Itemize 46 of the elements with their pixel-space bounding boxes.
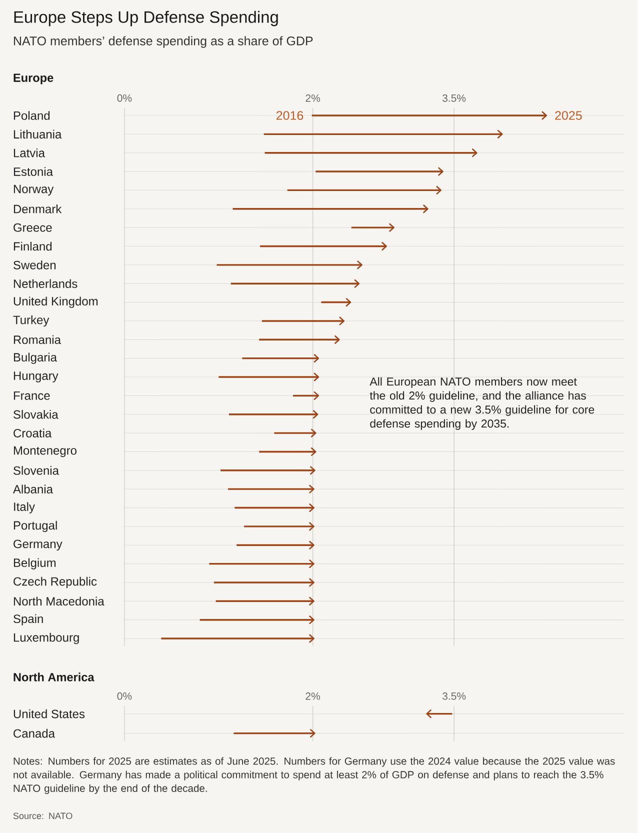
y-tick-label: United Kingdom [14, 296, 98, 308]
y-tick-label: Latvia [14, 148, 46, 158]
chart-subtitle: NATO members’ defense spending as a share of GDP [14, 36, 313, 48]
y-tick-label: Belgium [14, 558, 56, 570]
y-tick-label: Estonia [14, 167, 54, 176]
y-tick-label: Portugal [14, 520, 57, 532]
y-tick-label: Bulgaria [14, 352, 58, 364]
y-tick-label: Lithuania [14, 130, 62, 139]
y-tick-label: Albania [13, 484, 54, 494]
x-tick-label: 2% [306, 94, 320, 102]
y-tick-label: Greece [14, 223, 52, 232]
y-tick-label: Sweden [14, 260, 56, 270]
y-tick-label: Poland [14, 111, 50, 120]
y-tick-label: Montenegro [14, 446, 77, 458]
y-tick-label: Norway [14, 184, 54, 196]
y-tick-label: Slovenia [14, 466, 60, 475]
y-tick-label: Spain [14, 614, 43, 626]
x-tick-label: 0% [117, 94, 132, 102]
y-tick-label: Italy [14, 502, 36, 514]
x-tick-label: 3.5% [442, 692, 466, 700]
annotation: 2025 [555, 111, 582, 120]
y-tick-label: Canada [14, 728, 56, 738]
y-tick-label: Czech Republic [14, 576, 97, 588]
y-tick-label: Turkey [13, 315, 50, 327]
x-tick-label: 0% [117, 692, 132, 700]
y-tick-label: United States [14, 709, 85, 718]
y-tick-label: Luxembourg [14, 632, 80, 644]
text: Notes: Numbers for 2025 are estimates as of June 2025. Numbers for Germany use the 2024 value because the 2025 value was not available. Germany has made a political commitment to spend at least 2% of GDP on defense and plans to reach the 3.5% NATO guideline by the end of the decade. [14, 757, 615, 794]
y-tick-label: Finland [14, 242, 52, 251]
annotation: 2016 [276, 111, 304, 120]
y-tick-label: Croatia [14, 428, 52, 438]
annotation: All European NATO members now meet the old 2% guideline, and the alliance has committed to a new 3.5% guideline for core defense spending by 2035. [370, 377, 594, 430]
y-tick-label: North Macedonia [14, 596, 104, 606]
x-tick-label: 2% [306, 692, 320, 700]
y-tick-label: Netherlands [14, 279, 78, 288]
chart-title: Europe Steps Up Defense Spending [14, 10, 278, 26]
y-tick-label: Denmark [14, 204, 62, 214]
source-note: Source: NATO [13, 812, 72, 820]
y-tick-label: Germany [14, 540, 62, 551]
y-tick-label: Hungary [14, 372, 58, 382]
y-tick-label: France [14, 392, 50, 400]
x-tick-label: 3.5% [442, 94, 466, 102]
y-tick-label: Slovakia [14, 410, 58, 419]
y-axis-title: North America [14, 672, 94, 682]
y-axis-title: Europe [14, 74, 54, 84]
y-tick-label: Romania [14, 335, 62, 344]
